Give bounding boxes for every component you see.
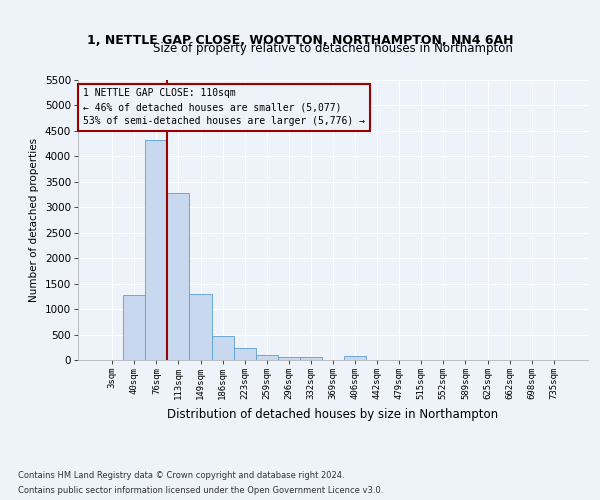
Bar	[190, 294, 212, 360]
Bar	[167, 192, 190, 360]
Bar	[123, 295, 145, 360]
Bar	[256, 355, 278, 360]
Title: Size of property relative to detached houses in Northampton: Size of property relative to detached ho…	[153, 42, 513, 55]
Text: 1 NETTLE GAP CLOSE: 110sqm
← 46% of detached houses are smaller (5,077)
53% of s: 1 NETTLE GAP CLOSE: 110sqm ← 46% of deta…	[83, 88, 365, 126]
Text: Contains public sector information licensed under the Open Government Licence v3: Contains public sector information licen…	[18, 486, 383, 495]
Bar	[300, 358, 322, 360]
Bar	[233, 348, 256, 360]
Bar	[212, 336, 233, 360]
Text: 1, NETTLE GAP CLOSE, WOOTTON, NORTHAMPTON, NN4 6AH: 1, NETTLE GAP CLOSE, WOOTTON, NORTHAMPTO…	[87, 34, 513, 46]
Text: Contains HM Land Registry data © Crown copyright and database right 2024.: Contains HM Land Registry data © Crown c…	[18, 471, 344, 480]
X-axis label: Distribution of detached houses by size in Northampton: Distribution of detached houses by size …	[167, 408, 499, 420]
Bar	[278, 356, 300, 360]
Y-axis label: Number of detached properties: Number of detached properties	[29, 138, 39, 302]
Bar	[344, 356, 366, 360]
Bar	[145, 140, 167, 360]
